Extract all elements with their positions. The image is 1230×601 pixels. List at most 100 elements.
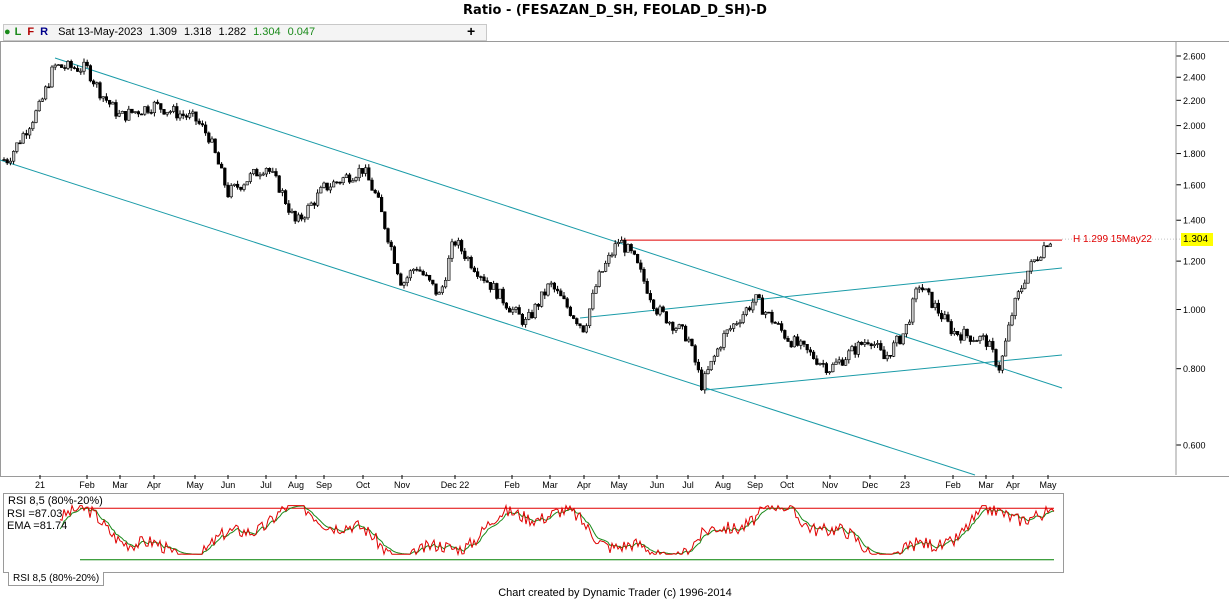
candle-bull — [440, 286, 445, 293]
candle-bull — [706, 369, 710, 375]
candle-bear — [267, 168, 272, 172]
candle-bull — [754, 294, 758, 303]
candle-bear — [795, 336, 800, 346]
candle-bull — [658, 306, 662, 315]
x-tick-label: Sep — [747, 480, 763, 490]
candle-bull — [12, 151, 16, 162]
candle-bear — [882, 349, 886, 360]
candle-bull — [111, 102, 115, 105]
candle-bear — [517, 307, 521, 315]
candle-bear — [805, 344, 809, 351]
candle-bear — [747, 307, 752, 311]
candle-bull — [856, 341, 860, 355]
candle-bull — [1013, 298, 1017, 316]
candle-bull — [437, 292, 441, 295]
candle-bull — [827, 371, 832, 374]
candle-bear — [770, 311, 774, 323]
candle-bull — [27, 128, 32, 136]
candle-bear — [536, 303, 540, 307]
price-panel[interactable] — [0, 41, 1229, 477]
candle-bull — [971, 340, 976, 342]
x-tick-label: Apr — [1006, 480, 1020, 490]
candle-bear — [395, 263, 400, 275]
candle-bull — [354, 177, 358, 181]
candle-bull — [245, 181, 249, 186]
candle-bull — [50, 66, 54, 88]
x-tick-label: 23 — [900, 480, 910, 490]
candle-bull — [456, 240, 461, 246]
candle-bull — [511, 309, 515, 313]
candle-bear — [162, 109, 166, 115]
candle-bear — [88, 65, 92, 82]
candle-bear — [386, 228, 390, 243]
info-close: 1.304 — [253, 26, 281, 38]
candle-bear — [184, 115, 189, 118]
trend-line — [54, 57, 1063, 389]
lfr-l[interactable]: L — [14, 26, 22, 38]
rsi-tab[interactable]: RSI 8,5 (80%-20%) — [8, 572, 105, 586]
candle-bull — [258, 174, 262, 177]
add-icon[interactable]: + — [467, 23, 476, 39]
candle-bull — [933, 302, 937, 308]
candle-bear — [335, 181, 339, 184]
candle-bull — [514, 307, 518, 310]
candle-bull — [738, 322, 742, 324]
candle-bull — [763, 311, 768, 315]
candle-bull — [172, 106, 176, 112]
candle-bull — [914, 288, 918, 300]
candle-bull — [917, 287, 921, 290]
candle-bull — [95, 82, 99, 85]
candle-bull — [261, 173, 265, 176]
trend-line — [704, 354, 1063, 391]
candle-bear — [815, 358, 819, 365]
candle-bull — [303, 217, 307, 220]
candle-bear — [459, 240, 464, 252]
x-tick-label: 21 — [35, 480, 45, 490]
candle-bull — [584, 325, 588, 333]
candle-bear — [683, 325, 688, 342]
candle-bear — [648, 293, 652, 301]
candle-bear — [85, 61, 89, 66]
candle-bear — [578, 323, 582, 326]
candle-bear — [501, 288, 505, 304]
candle-bear — [421, 270, 425, 276]
candle-bull — [539, 291, 544, 307]
candle-bull — [66, 61, 70, 69]
candle-bear — [283, 190, 288, 204]
trend-line — [0, 159, 976, 476]
candle-bull — [252, 169, 256, 175]
lfr-f[interactable]: F — [27, 26, 35, 38]
x-tick-label: Sep — [316, 480, 332, 490]
lfr-r[interactable]: R — [40, 26, 49, 38]
candle-bull — [117, 113, 121, 117]
candle-bear — [347, 174, 352, 183]
candle-bear — [370, 179, 374, 191]
rsi-panel[interactable] — [3, 493, 1064, 573]
candle-bear — [277, 175, 281, 193]
candle-bear — [140, 113, 144, 116]
candle-bull — [191, 111, 195, 114]
x-tick-label: Oct — [780, 480, 795, 490]
candle-bear — [47, 86, 51, 89]
candle-bear — [939, 312, 944, 320]
candle-bull — [1023, 282, 1027, 289]
candle-bear — [997, 365, 1001, 371]
candle-bear — [424, 274, 429, 277]
candle-bear — [92, 80, 96, 85]
candle-bull — [792, 336, 796, 348]
candle-bear — [927, 288, 931, 293]
info-date: Sat 13-May-2023 — [58, 26, 143, 38]
candle-bear — [431, 279, 435, 285]
info-low: 1.282 — [218, 26, 247, 38]
candle-bear — [239, 187, 243, 190]
candle-bear — [661, 306, 665, 312]
candle-bull — [709, 360, 713, 370]
candle-bull — [1016, 291, 1020, 299]
candle-bull — [904, 323, 908, 335]
candle-bull — [907, 321, 912, 325]
candle-bull — [56, 64, 60, 66]
candle-bear — [639, 262, 643, 270]
y-tick-label: 1.800 — [1183, 149, 1206, 159]
candle-bear — [655, 308, 659, 315]
